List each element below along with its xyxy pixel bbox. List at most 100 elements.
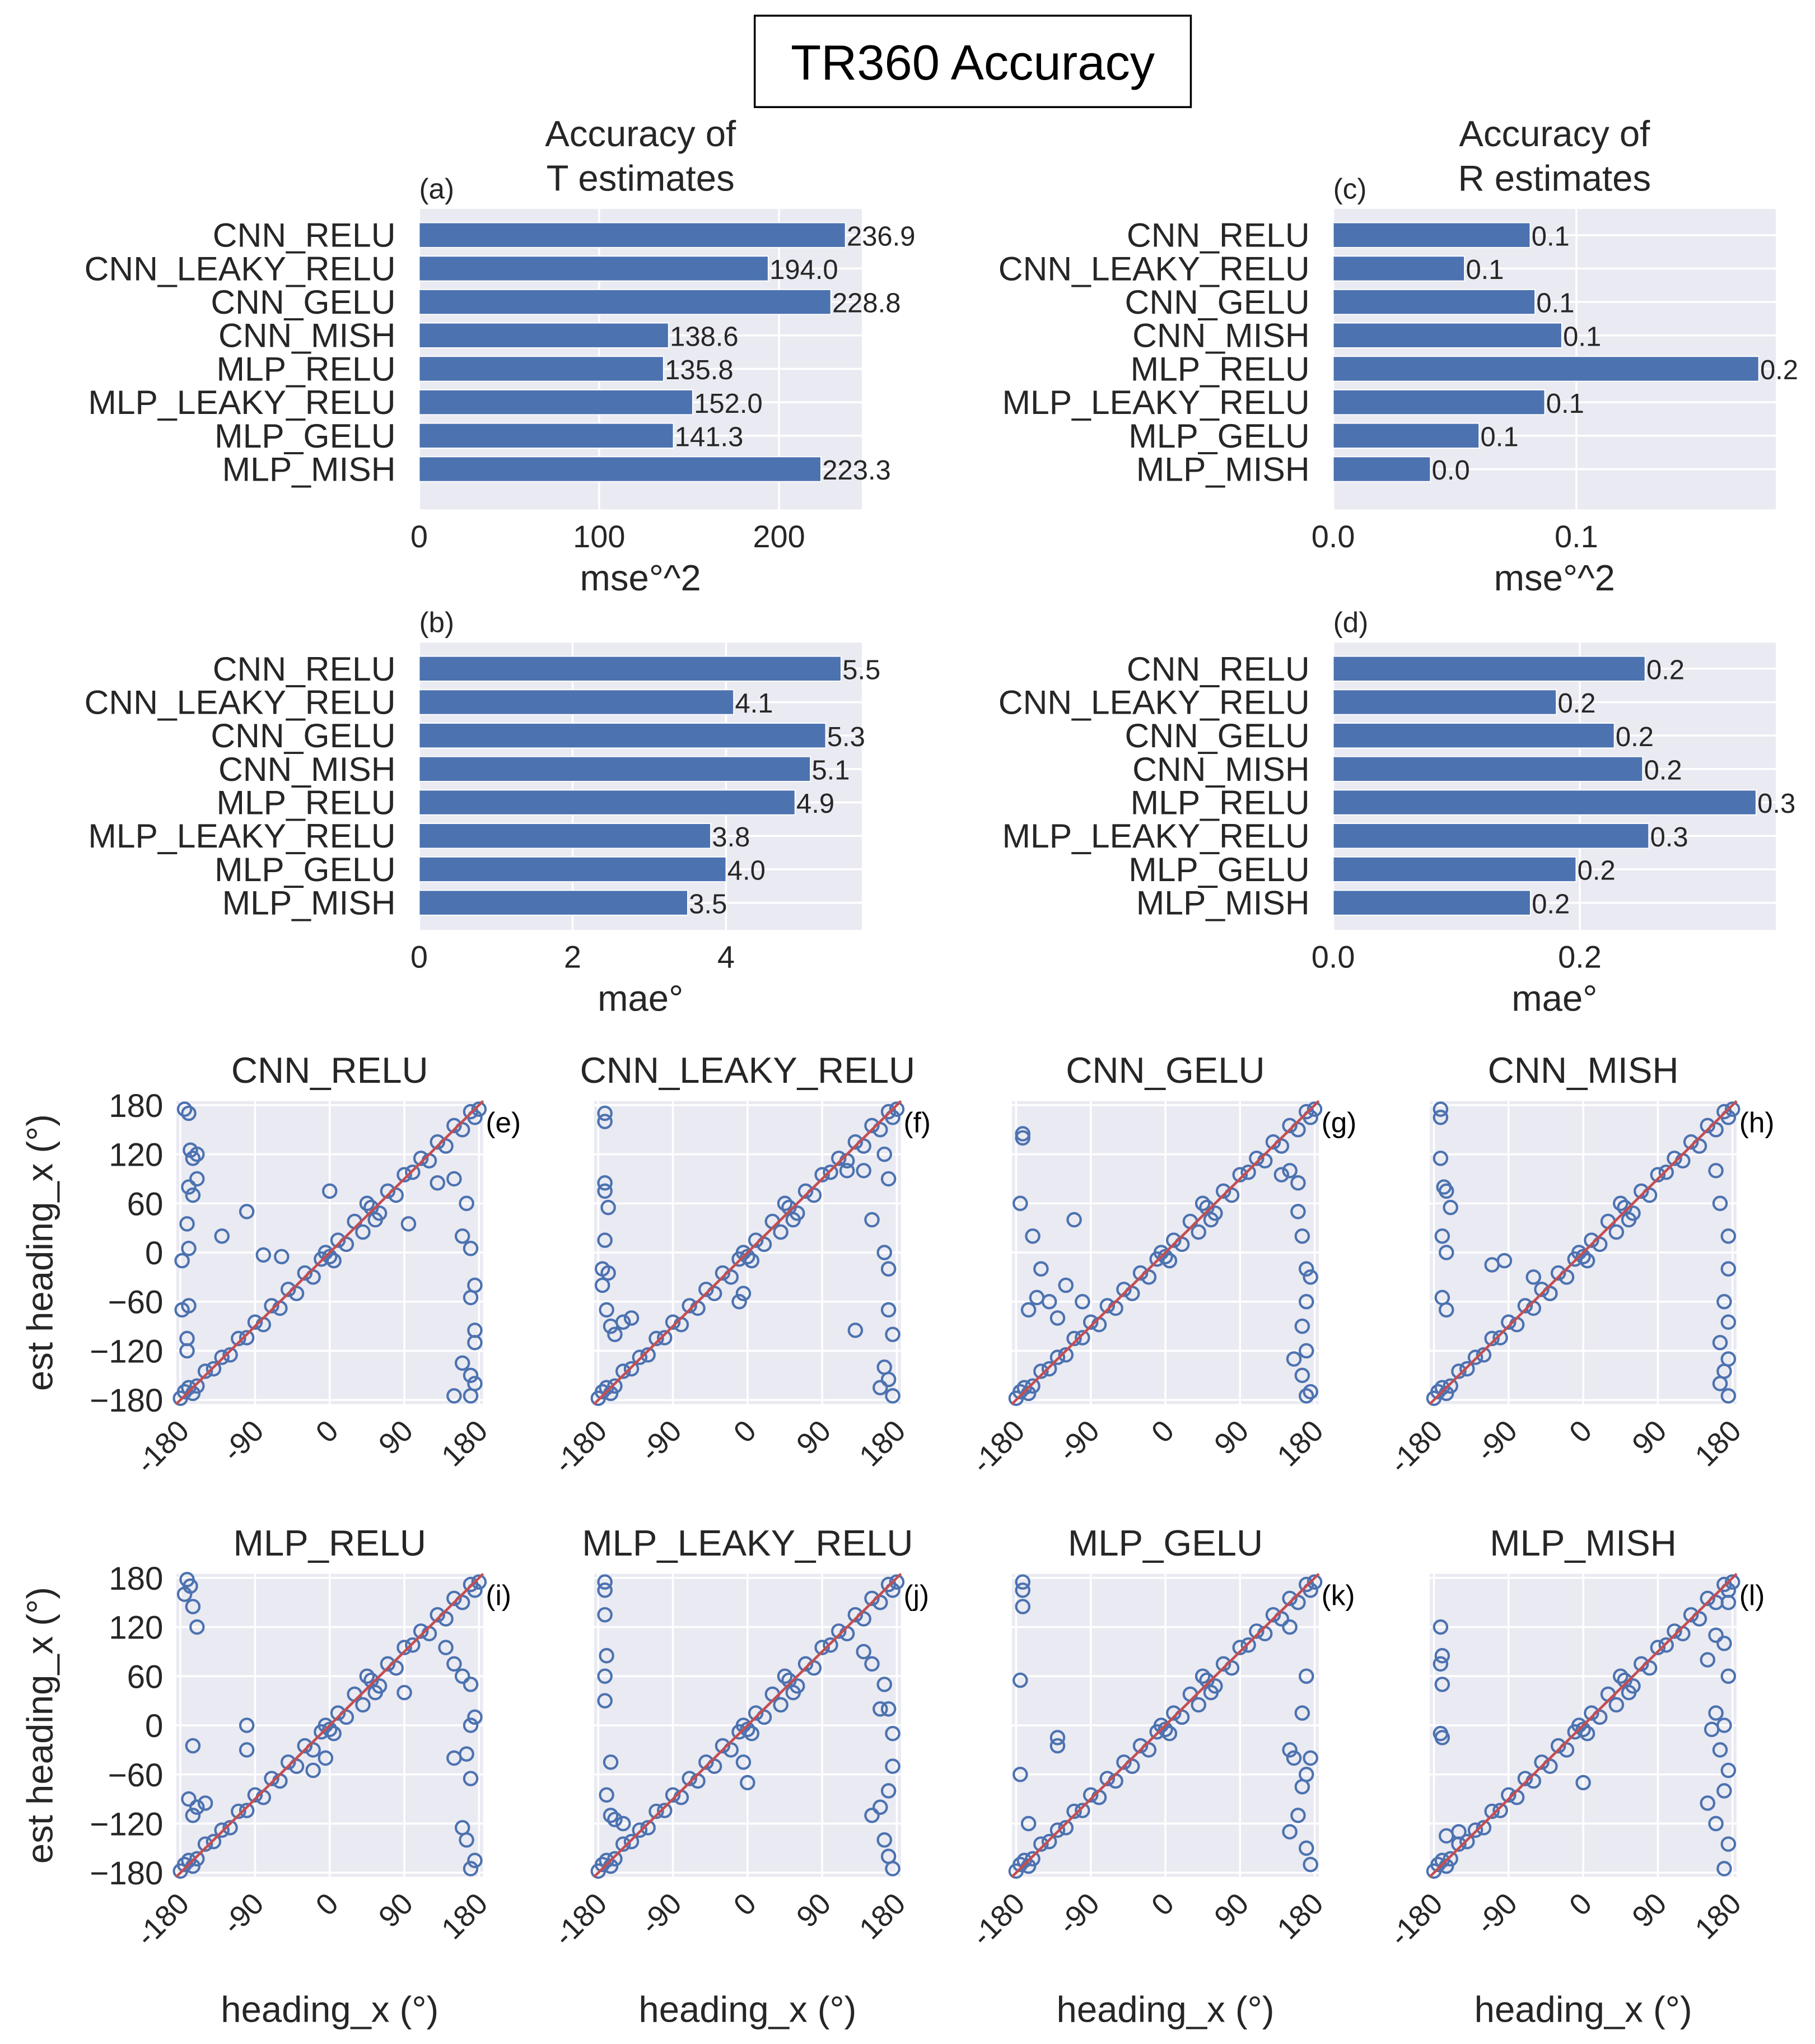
data-point (430, 1607, 446, 1623)
data-point (1434, 1648, 1450, 1664)
data-point (1433, 1619, 1449, 1635)
bar-mlp_leaky_relu (1332, 389, 1546, 416)
data-point (1286, 1750, 1302, 1766)
data-point (280, 1282, 296, 1297)
data-point (885, 1388, 900, 1404)
scatter-panel-e: -180 -90 0 90 180180120600−60−120−180CNN_REL… (19, 1050, 521, 1480)
data-point (239, 1717, 255, 1733)
data-point (1282, 1163, 1298, 1179)
data-point (1430, 1856, 1446, 1873)
data-point (1712, 1376, 1728, 1391)
data-point (1195, 1668, 1211, 1684)
y-tick-label: −180 (90, 1855, 163, 1892)
data-point (607, 1851, 623, 1867)
data-point (603, 1754, 619, 1770)
panel-title: T estimates (547, 157, 735, 198)
panel-label: (e) (486, 1107, 521, 1139)
data-point (1232, 1640, 1248, 1655)
data-point (1496, 1253, 1513, 1269)
reference-line (175, 1572, 484, 1878)
category-label: MLP_MISH (222, 884, 396, 922)
data-point (1634, 1656, 1649, 1672)
data-point (1049, 1738, 1066, 1754)
data-point (396, 1167, 412, 1182)
bar-cnn_relu (418, 655, 842, 682)
category-label: MLP_MISH (222, 450, 396, 488)
data-point (1683, 1607, 1699, 1623)
data-point (396, 1640, 412, 1655)
bar-cnn_mish (418, 322, 669, 348)
data-point (1716, 1636, 1732, 1651)
data-point (463, 1240, 479, 1256)
data-point (623, 1361, 640, 1377)
data-point (1033, 1836, 1049, 1852)
data-point (1658, 1165, 1674, 1180)
category-label: MLP_LEAKY_RELU (88, 383, 395, 421)
data-point (1041, 1833, 1057, 1850)
data-point (1476, 1347, 1492, 1363)
panel-label: (a) (419, 173, 454, 204)
category-label: MLP_GELU (214, 850, 395, 888)
panel-title: CNN_MISH (1488, 1050, 1679, 1091)
data-label: 4.1 (735, 688, 773, 719)
data-point (380, 1656, 396, 1672)
data-point (1575, 1775, 1591, 1791)
data-point (1575, 1721, 1591, 1738)
data-point (174, 1253, 190, 1269)
data-point (280, 1754, 296, 1770)
data-point (847, 1607, 864, 1623)
data-point (459, 1832, 474, 1848)
data-label: 5.1 (811, 756, 850, 786)
bar-mlp_relu (418, 789, 796, 816)
data-point (467, 1335, 483, 1351)
x-axis-label: heading_x (°) (221, 1989, 438, 2029)
reference-line (1011, 1100, 1320, 1405)
y-tick-label: 60 (127, 1186, 164, 1222)
data-point (239, 1204, 255, 1219)
data-point (889, 1574, 905, 1590)
data-point (1459, 1833, 1475, 1850)
data-point (1708, 1163, 1724, 1179)
data-point (1625, 1205, 1641, 1221)
data-point (740, 1249, 755, 1265)
data-label: 194.0 (769, 255, 838, 285)
data-point (1049, 1822, 1066, 1838)
data-point (1294, 1705, 1310, 1721)
data-point (847, 1323, 864, 1338)
data-point (1608, 1224, 1625, 1240)
data-point (889, 1101, 905, 1117)
data-point (885, 1758, 900, 1774)
data-point (206, 1361, 222, 1377)
data-point (181, 1791, 197, 1807)
data-point (371, 1205, 388, 1221)
data-point (326, 1725, 342, 1742)
data-label: 0.2 (1644, 756, 1682, 786)
data-point (189, 1378, 205, 1394)
data-point (1608, 1697, 1625, 1713)
data-point (748, 1232, 764, 1248)
data-point (1683, 1134, 1699, 1150)
data-point (603, 1808, 619, 1823)
data-point (1613, 1668, 1629, 1684)
data-point (1066, 1803, 1082, 1819)
data-point (872, 1799, 888, 1815)
data-point (1273, 1167, 1290, 1182)
data-point (185, 1187, 201, 1203)
data-point (1584, 1705, 1599, 1721)
data-point (1083, 1787, 1099, 1803)
data-label: 0.1 (1532, 221, 1570, 252)
category-label: CNN_MISH (218, 316, 396, 355)
data-point (197, 1836, 213, 1852)
data-label: 152.0 (694, 389, 763, 419)
data-label: 138.6 (670, 322, 739, 352)
data-point (1534, 1754, 1550, 1770)
data-point (405, 1165, 421, 1180)
bar-cnn_leaky_relu (418, 689, 735, 715)
category-label: CNN_LEAKY_RELU (999, 683, 1310, 721)
data-point (1166, 1232, 1182, 1248)
data-point (264, 1298, 279, 1314)
bar-cnn_mish (1332, 756, 1644, 782)
data-point (715, 1265, 731, 1281)
data-point (698, 1282, 714, 1297)
